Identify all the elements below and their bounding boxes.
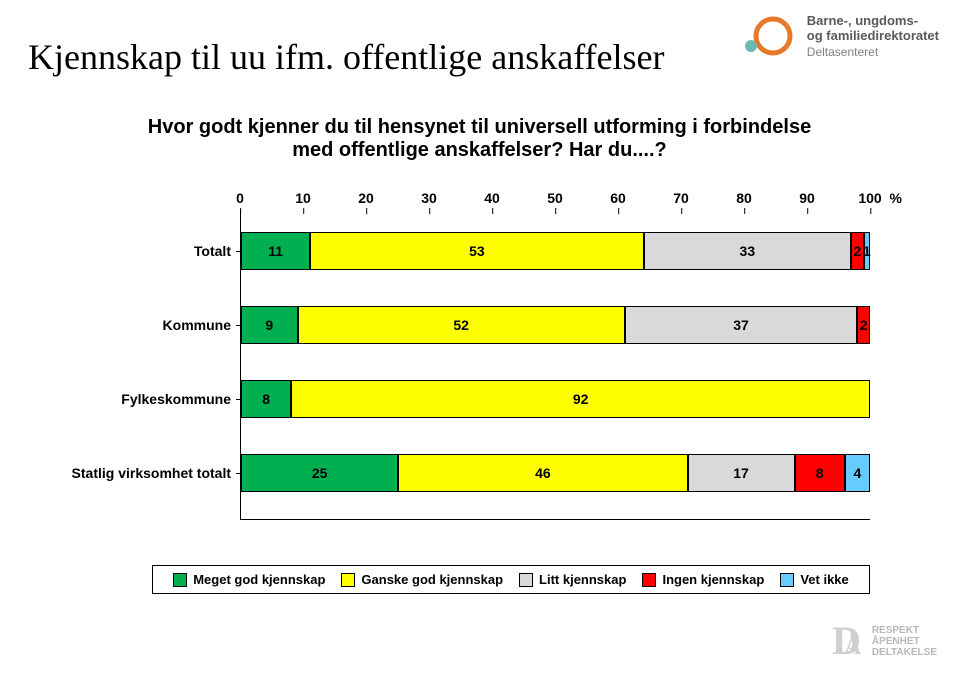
bar-segment: 25 — [241, 454, 398, 492]
x-tick: 90 — [799, 190, 815, 206]
x-axis: 0102030405060708090100 — [240, 190, 870, 210]
logo-icon — [739, 14, 797, 62]
bar-segment: 37 — [625, 306, 858, 344]
bar-segment: 2 — [851, 232, 864, 270]
bar-segment: 11 — [241, 232, 310, 270]
svg-text:Å: Å — [844, 634, 862, 660]
legend-swatch — [780, 573, 794, 587]
x-tick: 40 — [484, 190, 500, 206]
x-tick: 10 — [295, 190, 311, 206]
legend-item: Ingen kjennskap — [642, 572, 764, 587]
bar-segments: 25461784 — [241, 454, 870, 492]
legend-label: Ganske god kjennskap — [361, 572, 503, 587]
x-tick: 60 — [610, 190, 626, 206]
x-tick: 30 — [421, 190, 437, 206]
bar-segment: 1 — [864, 232, 870, 270]
bar-segments: 952372 — [241, 306, 870, 344]
legend-item: Litt kjennskap — [519, 572, 626, 587]
row-label: Statlig virksomhet totalt — [61, 465, 231, 481]
bar-row: Totalt11533321 — [241, 232, 870, 270]
legend-item: Meget god kjennskap — [173, 572, 325, 587]
bar-segment: 33 — [644, 232, 852, 270]
bar-segment: 8 — [241, 380, 291, 418]
page-title: Kjennskap til uu ifm. offentlige anskaff… — [28, 36, 665, 78]
legend-label: Meget god kjennskap — [193, 572, 325, 587]
footer-text: RESPEKT ÅPENHET DELTAKELSE — [872, 625, 937, 658]
stacked-bar-chart: 0102030405060708090100 % Totalt11533321K… — [60, 180, 880, 600]
bar-segment: 4 — [845, 454, 870, 492]
logo-line2: og familiedirektoratet — [807, 29, 939, 44]
x-tick: 20 — [358, 190, 374, 206]
bar-segment: 46 — [398, 454, 687, 492]
bar-segment: 9 — [241, 306, 298, 344]
plot-area: Totalt11533321Kommune952372Fylkeskommune… — [240, 210, 870, 520]
bar-segments: 892 — [241, 380, 870, 418]
footer-line2: ÅPENHET — [872, 636, 937, 647]
legend-swatch — [642, 573, 656, 587]
bar-segment: 92 — [291, 380, 870, 418]
bar-row: Statlig virksomhet totalt25461784 — [241, 454, 870, 492]
x-tick: 0 — [236, 190, 244, 206]
row-label: Kommune — [61, 317, 231, 333]
footer-line3: DELTAKELSE — [872, 647, 937, 658]
legend-label: Vet ikke — [800, 572, 848, 587]
logo-text: Barne-, ungdoms- og familiedirektoratet … — [807, 14, 939, 60]
bar-segments: 11533321 — [241, 232, 870, 270]
legend-item: Vet ikke — [780, 572, 848, 587]
footer-logo: D Å RESPEKT ÅPENHET DELTAKELSE — [832, 620, 937, 662]
x-tick: 70 — [673, 190, 689, 206]
legend-label: Litt kjennskap — [539, 572, 626, 587]
logo-sub: Deltasenteret — [807, 46, 939, 60]
bar-segment: 8 — [795, 454, 845, 492]
chart-subtitle: Hvor godt kjenner du til hensynet til un… — [130, 116, 829, 162]
bar-row: Fylkeskommune892 — [241, 380, 870, 418]
footer-line1: RESPEKT — [872, 625, 937, 636]
bar-segment: 53 — [310, 232, 643, 270]
bar-row: Kommune952372 — [241, 306, 870, 344]
legend: Meget god kjennskap Ganske god kjennskap L… — [152, 565, 870, 594]
legend-item: Ganske god kjennskap — [341, 572, 503, 587]
row-label: Fylkeskommune — [61, 391, 231, 407]
legend-label: Ingen kjennskap — [662, 572, 764, 587]
x-axis-suffix: % — [890, 190, 902, 206]
row-label: Totalt — [61, 243, 231, 259]
legend-swatch — [341, 573, 355, 587]
x-tick: 100 — [858, 190, 881, 206]
bar-segment: 52 — [298, 306, 625, 344]
legend-swatch — [519, 573, 533, 587]
legend-swatch — [173, 573, 187, 587]
footer-glyph-icon: D Å — [832, 620, 866, 662]
logo-line1: Barne-, ungdoms- — [807, 14, 939, 29]
x-tick: 80 — [736, 190, 752, 206]
org-logo: Barne-, ungdoms- og familiedirektoratet … — [739, 14, 939, 62]
bar-segment: 2 — [857, 306, 870, 344]
x-tick: 50 — [547, 190, 563, 206]
bar-segment: 17 — [688, 454, 795, 492]
